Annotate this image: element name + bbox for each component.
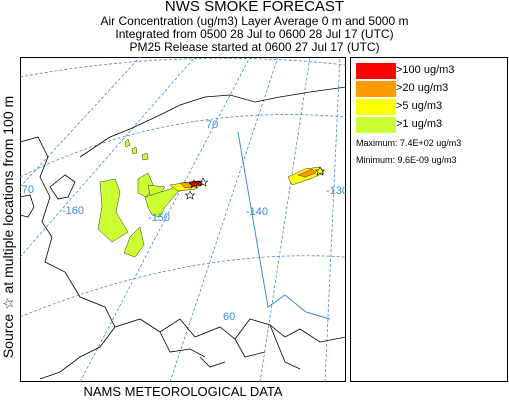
alaska-map: -170 -160 -150 -140 -130 70 60 <box>12 56 348 383</box>
star-icon <box>314 166 326 176</box>
plume-east-20 <box>297 168 317 178</box>
plume-north-speck-2 <box>131 146 138 155</box>
legend-item-100: >100 ug/m3 <box>356 63 506 79</box>
legend-swatch-20 <box>356 81 396 97</box>
release-start: PM25 Release started at 0600 27 Jul 17 (… <box>129 40 380 54</box>
source-markers <box>184 166 326 200</box>
graticule <box>19 56 347 383</box>
data-source-footer: NAMS METEOROLOGICAL DATA <box>83 384 283 399</box>
legend-label-100: >100 ug/m3 <box>396 64 455 76</box>
legend-panel: >100 ug/m3 >20 ug/m3 >5 ug/m3 >1 ug/m3 M… <box>350 57 508 382</box>
lon-label-140: -140 <box>246 206 268 218</box>
star-icon <box>197 177 209 187</box>
star-icon <box>188 179 200 189</box>
coastline <box>19 86 347 380</box>
source-label: Source ☆ at multiple locations from 100 … <box>0 95 16 359</box>
legend-swatch-100 <box>356 63 396 79</box>
integration-period: Integrated from 0500 28 Jul to 0600 28 J… <box>115 27 394 41</box>
lon-label-150: -150 <box>148 212 170 224</box>
map-border <box>20 57 346 382</box>
map-panel: -170 -160 -150 -140 -130 70 60 <box>12 56 348 383</box>
legend-maximum: Maximum: 7.4E+02 ug/m3 <box>356 138 462 148</box>
plume-north-speck-1 <box>124 138 131 148</box>
legend-minimum: Minimum: 9.6E-09 ug/m3 <box>356 155 457 165</box>
plume-southwest <box>123 226 145 258</box>
plume-north-speck-3 <box>141 152 149 161</box>
legend-label-1: >1 ug/m3 <box>396 118 443 130</box>
lon-label-130: -130 <box>326 185 346 197</box>
plume-west <box>97 178 129 243</box>
legend-label-20: >20 ug/m3 <box>396 82 449 94</box>
forecast-title: NWS SMOKE FORECAST <box>164 0 345 15</box>
legend-item-5: >5 ug/m3 <box>356 99 506 115</box>
lon-label-160: -160 <box>62 205 84 217</box>
lon-label-170: -170 <box>20 184 34 196</box>
legend-label-5: >5 ug/m3 <box>396 100 443 112</box>
lat-label-70: 70 <box>206 119 218 131</box>
legend-swatch-5 <box>356 99 396 115</box>
lat-label-60: 60 <box>223 311 235 323</box>
legend-item-20: >20 ug/m3 <box>356 81 506 97</box>
star-icon <box>184 190 196 200</box>
legend-item-1: >1 ug/m3 <box>356 117 506 133</box>
smoke-plumes <box>97 138 325 258</box>
us-canada-border <box>237 131 331 320</box>
concentration-subtitle: Air Concentration (ug/m3) Layer Average … <box>100 14 409 28</box>
legend-swatch-1 <box>356 117 396 133</box>
